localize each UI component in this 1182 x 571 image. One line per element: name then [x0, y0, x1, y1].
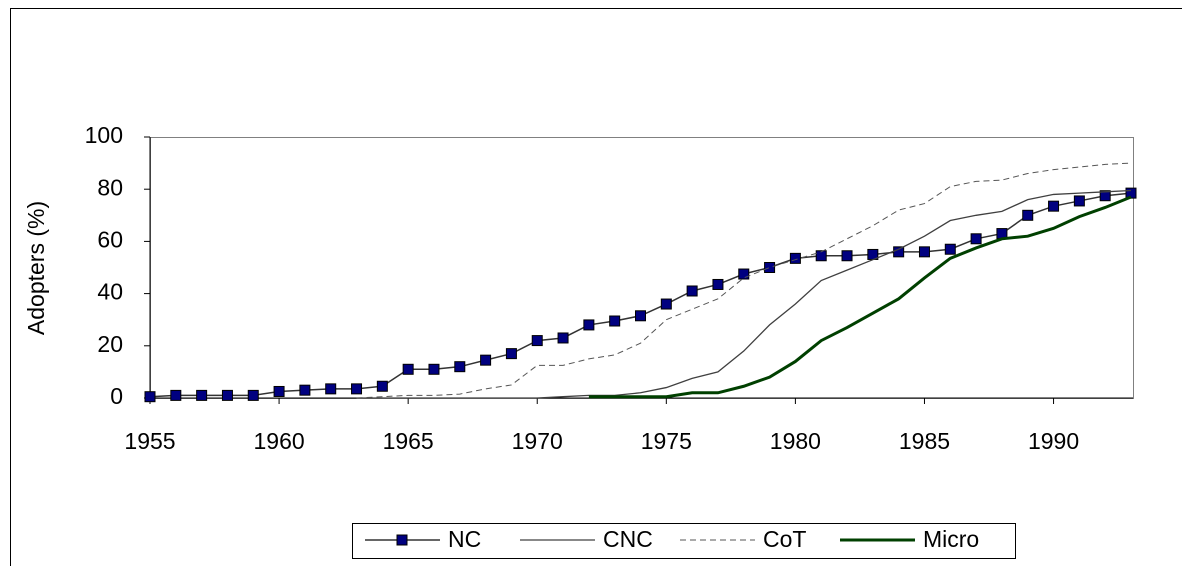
y-tick-label: 40: [97, 279, 123, 305]
point-marker: [326, 384, 336, 394]
y-tick-label: 100: [85, 122, 123, 148]
point-marker: [558, 333, 568, 343]
x-tick-label: 1980: [770, 428, 821, 454]
point-marker: [506, 349, 516, 359]
point-marker: [584, 320, 594, 330]
point-marker: [145, 392, 155, 402]
point-marker: [403, 364, 413, 374]
point-marker: [1023, 210, 1033, 220]
point-marker: [919, 247, 929, 257]
point-marker: [197, 390, 207, 400]
legend-label: NC: [448, 526, 481, 552]
point-marker: [971, 234, 981, 244]
point-marker: [429, 364, 439, 374]
legend-label: Micro: [923, 526, 979, 552]
point-marker: [481, 355, 491, 365]
point-marker: [274, 386, 284, 396]
legend-marker: [397, 535, 407, 545]
point-marker: [1126, 188, 1136, 198]
y-tick-label: 0: [110, 383, 123, 409]
x-tick-label: 1970: [512, 428, 563, 454]
x-tick-label: 1990: [1028, 428, 1079, 454]
point-marker: [222, 390, 232, 400]
point-marker: [713, 279, 723, 289]
chart-border: [11, 9, 1182, 567]
point-marker: [790, 253, 800, 263]
point-marker: [765, 263, 775, 273]
point-marker: [248, 390, 258, 400]
y-tick-label: 60: [97, 226, 123, 252]
x-tick-label: 1960: [253, 428, 304, 454]
point-marker: [532, 336, 542, 346]
series-line: [357, 191, 1131, 398]
point-marker: [352, 384, 362, 394]
x-tick-label: 1965: [383, 428, 434, 454]
point-marker: [1049, 201, 1059, 211]
plot-area: [151, 138, 1134, 399]
point-marker: [661, 299, 671, 309]
y-axis-label: Adopters (%): [23, 201, 49, 335]
point-marker: [894, 247, 904, 257]
point-marker: [687, 286, 697, 296]
series-line: [589, 197, 1131, 397]
legend-label: CNC: [603, 526, 653, 552]
x-tick-label: 1985: [899, 428, 950, 454]
point-marker: [300, 385, 310, 395]
point-marker: [455, 362, 465, 372]
point-marker: [171, 390, 181, 400]
series-line: [150, 193, 1131, 397]
x-tick-label: 1975: [641, 428, 692, 454]
point-marker: [610, 316, 620, 326]
point-marker: [377, 381, 387, 391]
point-marker: [945, 244, 955, 254]
point-marker: [1074, 196, 1084, 206]
legend-label: CoT: [763, 526, 806, 552]
point-marker: [739, 269, 749, 279]
x-tick-label: 1955: [124, 428, 175, 454]
point-marker: [842, 251, 852, 261]
point-marker: [636, 311, 646, 321]
y-tick-label: 20: [97, 331, 123, 357]
y-tick-label: 80: [97, 174, 123, 200]
